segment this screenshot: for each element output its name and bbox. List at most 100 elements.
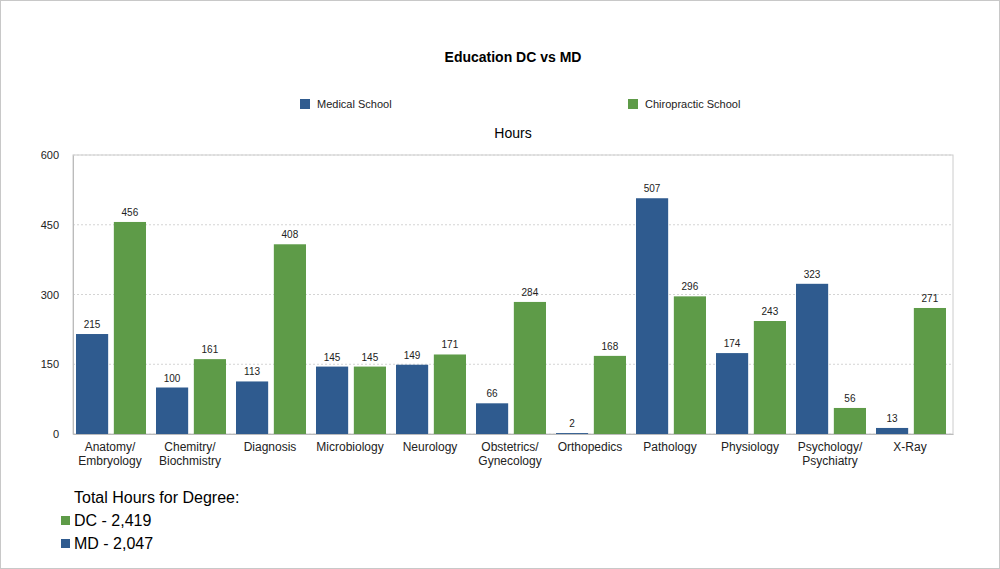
data-label: 66 xyxy=(487,388,499,399)
annotation: MD - 2,047 xyxy=(74,535,153,552)
grid xyxy=(73,155,953,434)
data-label: 456 xyxy=(122,207,139,218)
annotation: Total Hours for Degree: xyxy=(74,489,239,506)
x-tick-label-line: Anatomy/ xyxy=(85,440,136,454)
y-tick: 600 xyxy=(41,149,73,161)
data-label: 271 xyxy=(922,293,939,304)
x-tick: Psychology/Psychiatry xyxy=(798,434,863,468)
bar xyxy=(476,403,508,434)
legend-label: Medical School xyxy=(317,98,392,110)
bar xyxy=(236,381,268,434)
y-tick-label: 450 xyxy=(41,219,59,231)
data-label: 507 xyxy=(644,183,661,194)
bar xyxy=(556,433,588,434)
x-tick: Obstetrics/Gynecology xyxy=(478,434,541,468)
plot-frame xyxy=(73,155,953,434)
x-tick-label-line: Pathology xyxy=(643,440,696,454)
x-tick-label-line: Diagnosis xyxy=(244,440,297,454)
bar xyxy=(876,428,908,434)
page-border xyxy=(1,1,1000,569)
data-label: 168 xyxy=(602,341,619,352)
x-tick-label-line: Neurology xyxy=(403,440,458,454)
bar xyxy=(514,302,546,434)
grid-line xyxy=(73,155,953,156)
data-label: 215 xyxy=(84,319,101,330)
legend-swatch xyxy=(300,99,310,109)
bar xyxy=(194,359,226,434)
y-tick: 0 xyxy=(53,428,73,440)
annotations: Total Hours for Degree: DC - 2,419 MD - 2,… xyxy=(61,489,239,552)
x-tick-label: Neurology xyxy=(403,440,458,454)
legend-label: Chiropractic School xyxy=(645,98,740,110)
subtitle: Hours xyxy=(494,125,531,141)
x-tick-label-line: Embryology xyxy=(78,454,141,468)
x-tick-label-line: X-Ray xyxy=(893,440,926,454)
data-label: 171 xyxy=(442,339,459,350)
x-tick-label-line: Psychiatry xyxy=(802,454,857,468)
annotation: DC - 2,419 xyxy=(74,512,151,529)
x-tick-label: Pathology xyxy=(643,440,696,454)
x-tick: Pathology xyxy=(643,434,696,454)
x-tick-label: Orthopedics xyxy=(558,440,623,454)
data-label: 174 xyxy=(724,338,741,349)
x-tick: Physiology xyxy=(721,434,779,454)
y-axis-line xyxy=(73,156,74,435)
x-tick: Anatomy/Embryology xyxy=(78,434,141,468)
bars xyxy=(76,198,946,434)
data-label: 161 xyxy=(202,344,219,355)
y-tick: 450 xyxy=(41,219,73,231)
x-tick-label: Anatomy/Embryology xyxy=(78,440,141,468)
x-tick: X-Ray xyxy=(893,434,926,454)
bar xyxy=(156,388,188,435)
data-label: 100 xyxy=(164,373,181,384)
data-label: 2 xyxy=(569,418,575,429)
bar xyxy=(594,356,626,434)
chart: Education DC vs MD Hours Medical School Chi… xyxy=(0,0,1000,569)
data-label: 243 xyxy=(762,306,779,317)
bar xyxy=(396,365,428,434)
x-tick: Neurology xyxy=(403,434,458,454)
y-tick-label: 150 xyxy=(41,358,59,370)
y-tick-label: 300 xyxy=(41,289,59,301)
data-label: 296 xyxy=(682,281,699,292)
data-label: 323 xyxy=(804,269,821,280)
x-tick-label: Microbiology xyxy=(316,440,383,454)
y-tick-label: 0 xyxy=(53,428,59,440)
legend-swatch xyxy=(628,99,638,109)
x-axis: Anatomy/Embryology Chemitry/Biochmistry Di… xyxy=(74,434,954,468)
data-labels: 2151001131451496625071743231345616140814… xyxy=(84,183,939,429)
x-tick-label: Physiology xyxy=(721,440,779,454)
bar xyxy=(114,222,146,434)
x-tick: Microbiology xyxy=(316,434,383,454)
data-label: 145 xyxy=(324,352,341,363)
data-label: 149 xyxy=(404,350,421,361)
x-tick: Orthopedics xyxy=(558,434,623,454)
x-tick-label: Obstetrics/Gynecology xyxy=(478,440,541,468)
x-tick-label: Chemitry/Biochmistry xyxy=(159,440,221,468)
bar xyxy=(834,408,866,434)
x-tick-label-line: Physiology xyxy=(721,440,779,454)
x-tick-label-line: Obstetrics/ xyxy=(481,440,539,454)
bar xyxy=(434,354,466,434)
bar xyxy=(674,296,706,434)
x-tick-label-line: Orthopedics xyxy=(558,440,623,454)
x-axis-line xyxy=(74,434,954,435)
y-tick-label: 600 xyxy=(41,149,59,161)
y-axis: 0 150 300 450 600 xyxy=(41,149,74,440)
x-tick: Diagnosis xyxy=(244,434,297,454)
y-tick: 150 xyxy=(41,358,73,370)
bar xyxy=(796,284,828,434)
grid-line xyxy=(73,224,953,225)
data-label: 56 xyxy=(844,393,856,404)
data-label: 145 xyxy=(362,352,379,363)
title: Education DC vs MD xyxy=(445,49,582,65)
x-tick-label: Psychology/Psychiatry xyxy=(798,440,863,468)
annotation-swatch xyxy=(61,539,70,548)
x-tick: Chemitry/Biochmistry xyxy=(159,434,221,468)
bar xyxy=(274,244,306,434)
x-tick-label-line: Biochmistry xyxy=(159,454,221,468)
data-label: 284 xyxy=(522,287,539,298)
data-label: 13 xyxy=(887,413,899,424)
data-label: 113 xyxy=(244,366,260,377)
bar xyxy=(914,308,946,434)
